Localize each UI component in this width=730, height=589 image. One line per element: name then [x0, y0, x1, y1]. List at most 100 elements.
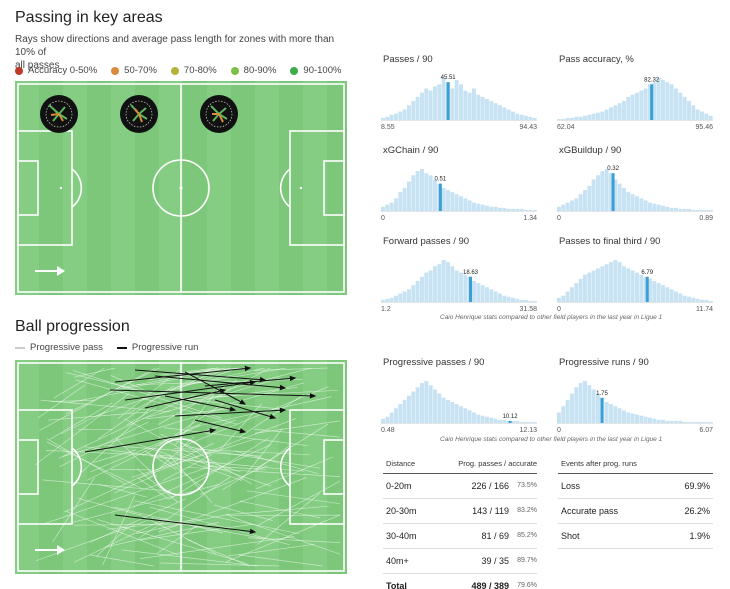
- histogram-bar: [506, 208, 511, 211]
- progressive-pass-line: [225, 514, 341, 563]
- progressive-pass-line: [227, 514, 341, 517]
- progressive-pass-line: [51, 399, 95, 402]
- progressive-pass-line: [256, 456, 334, 490]
- progressive-pass-line: [240, 428, 283, 482]
- player-value-label: 18.63: [463, 270, 479, 276]
- histogram-bar: [630, 194, 635, 211]
- histogram-bar: [459, 406, 463, 423]
- progressive-run-arrowhead: [289, 375, 297, 382]
- histogram-bar: [480, 285, 485, 302]
- axis-min-label: 0: [557, 427, 561, 434]
- histogram-bar: [648, 278, 652, 302]
- progressive-pass-line: [114, 474, 158, 494]
- zone-marker-2: [120, 95, 158, 133]
- histogram-bar: [583, 381, 587, 423]
- progressive-run-arrowhead: [219, 388, 227, 394]
- legend-line-run: [116, 346, 127, 349]
- histogram-bar: [691, 209, 696, 211]
- progressive-pass-line: [63, 484, 220, 526]
- histogram-bar: [498, 207, 502, 211]
- legend-label: 50-70%: [124, 65, 157, 76]
- histogram-bar: [604, 169, 609, 211]
- progressive-pass-line: [164, 427, 308, 446]
- histogram-bar: [626, 412, 631, 423]
- histogram-bar: [648, 417, 652, 423]
- passing-subtitle-line2: all passes: [15, 60, 60, 71]
- progressive-pass-line: [89, 498, 186, 543]
- progressive-pass-line: [142, 401, 227, 457]
- histogram-bar: [613, 260, 618, 302]
- histogram-bar: [622, 266, 626, 302]
- histogram-bar: [669, 84, 674, 120]
- progressive-pass-line: [90, 554, 154, 567]
- pitch-lines: [17, 362, 345, 572]
- histogram-bar: [433, 86, 437, 120]
- histogram-bar: [587, 185, 592, 211]
- histogram-bar: [454, 80, 459, 120]
- histogram-bar: [424, 381, 429, 423]
- histogram-bar: [480, 204, 485, 211]
- histogram-bar: [648, 84, 652, 120]
- histogram-bar: [691, 105, 696, 120]
- histogram-bar: [450, 192, 455, 211]
- player-value-bar: [650, 84, 654, 120]
- histogram-bar: [459, 272, 463, 302]
- histogram-bar: [604, 109, 609, 120]
- row-value: 81 / 69: [433, 523, 509, 549]
- histogram-bar: [578, 116, 583, 120]
- progressive-run-arrowhead: [239, 428, 247, 434]
- histogram-bar: [441, 260, 446, 302]
- progressive-pass-line: [53, 367, 105, 399]
- passing-subtitle-line1: Rays show directions and average pass le…: [15, 34, 335, 58]
- histogram-bar: [591, 270, 596, 302]
- histogram-bar: [467, 200, 472, 211]
- histogram-bar: [467, 92, 472, 120]
- histogram-bar: [639, 274, 644, 302]
- histogram-bar: [450, 402, 455, 423]
- histogram-bar: [411, 175, 416, 211]
- histogram-bar: [489, 101, 494, 120]
- progressive-run-arrowhead: [309, 393, 317, 399]
- progressive-pass-line: [131, 438, 256, 478]
- player-value-label: 0.51: [435, 177, 447, 183]
- histogram-bar: [682, 421, 687, 423]
- histogram-title: Progressive runs / 90: [559, 357, 649, 368]
- row-label: 0-20m: [383, 473, 434, 499]
- histogram-bar: [708, 421, 713, 423]
- histogram-bar: [485, 287, 489, 302]
- histogram-bar: [446, 262, 450, 302]
- zone-marker-3: [200, 95, 238, 133]
- axis-max-label: 11.74: [696, 306, 713, 313]
- progressive-pass-line: [46, 441, 143, 490]
- histogram-bar: [600, 171, 605, 211]
- histogram-chart: 45.51: [381, 75, 537, 121]
- histogram-bar: [609, 404, 613, 423]
- table-row: Accurate pass 26.2%: [558, 498, 713, 524]
- histogram-bar: [557, 297, 561, 302]
- histogram-bar: [570, 287, 574, 302]
- progressive-pass-line: [257, 493, 320, 545]
- progressive-run-line: [114, 514, 256, 533]
- progressive-run-arrowhead: [279, 407, 287, 413]
- progressive-pass-line: [65, 372, 201, 406]
- histogram-bar: [652, 203, 657, 211]
- histogram-bar: [480, 96, 485, 120]
- row-value: 226 / 166: [433, 473, 509, 499]
- distance-table: Distance Prog. passes / accurate 0-20m 2…: [383, 455, 537, 589]
- progressive-pass-line: [186, 367, 312, 401]
- progressive-run-line: [144, 389, 226, 409]
- histogram-bar: [394, 113, 398, 120]
- axis-min-label: 8.55: [381, 124, 395, 131]
- histogram-bar: [519, 299, 524, 302]
- progressive-run-line: [84, 429, 216, 453]
- histogram-bar: [600, 111, 605, 120]
- progressive-run-arrowhead: [209, 428, 217, 434]
- row-label: 30-40m: [383, 523, 434, 549]
- histogram-bar: [441, 397, 446, 423]
- direction-arrow: [35, 545, 65, 555]
- progressive-pass-line: [224, 505, 329, 516]
- histogram-bar: [691, 421, 696, 423]
- histogram-bar: [472, 202, 476, 211]
- progressive-run-line: [164, 395, 236, 411]
- histogram-bar: [398, 111, 403, 120]
